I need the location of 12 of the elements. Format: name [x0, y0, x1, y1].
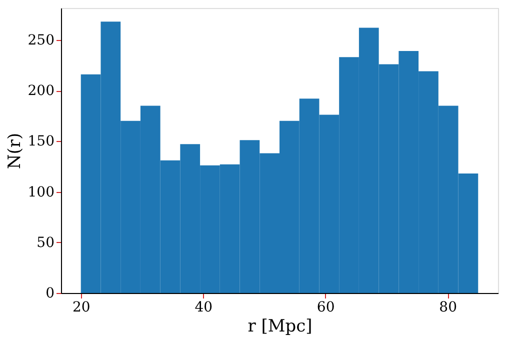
x-axis-title: r [Mpc] [248, 316, 312, 336]
y-tick-label: 0 [46, 286, 54, 302]
y-tick-label: 200 [28, 83, 54, 100]
x-tick-label: 80 [439, 300, 457, 316]
x-tick-label: 20 [72, 300, 90, 316]
y-tick-label: 150 [28, 134, 54, 150]
y-tick-label: 250 [28, 32, 54, 48]
y-tick-label: 100 [28, 184, 54, 200]
y-axis-title: N(r) [4, 132, 25, 170]
y-tick-label: 50 [36, 234, 54, 251]
x-tick-label: 60 [316, 300, 335, 316]
x-tick-label: 40 [194, 300, 213, 316]
